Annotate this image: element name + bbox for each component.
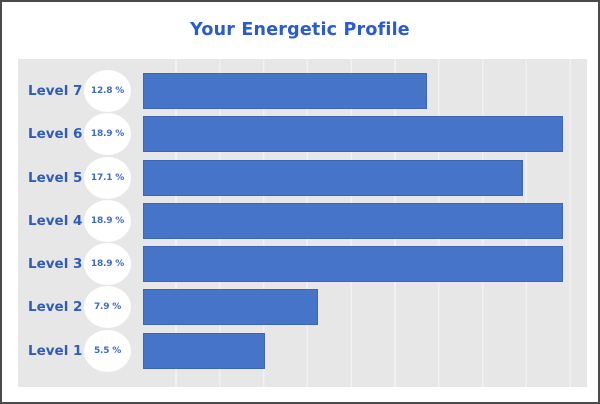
percent-badge: 5.5 %: [84, 329, 131, 372]
bar: [143, 159, 523, 196]
percent-badge: 12.8 %: [84, 70, 131, 112]
bar-row: Level 2 7.9 %: [18, 286, 587, 329]
percent-badge: 18.9 %: [84, 199, 131, 242]
bar: [143, 289, 319, 326]
percent-badge: 18.9 %: [84, 113, 131, 156]
percent-value: 18.9 %: [90, 129, 125, 140]
bar-track: [143, 73, 587, 109]
percent-value: 12.8 %: [90, 86, 125, 96]
category-label: Level 5: [28, 169, 83, 186]
bar-row: Level 1 5.5 %: [18, 329, 587, 372]
percent-badge: 7.9 %: [84, 286, 131, 329]
bar-track: [143, 289, 587, 326]
bar-row: Level 4 18.9 %: [18, 199, 587, 242]
category-label: Level 4: [28, 212, 83, 229]
category-label: Level 2: [28, 299, 83, 316]
chart-title: Your Energetic Profile: [190, 20, 410, 40]
bar-row: Level 7 12.8 %: [18, 70, 587, 112]
percent-badge: 17.1 %: [84, 156, 131, 199]
category-label: Level 6: [28, 126, 83, 143]
bar-rows: Level 7 12.8 % Level 6 18.9 % Level 5 17…: [18, 59, 587, 387]
bar: [143, 332, 266, 369]
bar-row: Level 5 17.1 %: [18, 156, 587, 199]
bar: [143, 116, 563, 153]
percent-value: 18.9 %: [90, 259, 125, 270]
bar: [143, 202, 563, 239]
category-label: Level 7: [28, 83, 83, 99]
percent-value: 18.9 %: [90, 215, 125, 226]
percent-value: 17.1 %: [90, 172, 125, 183]
category-label: Level 1: [28, 342, 83, 359]
percent-value: 5.5 %: [93, 345, 122, 356]
percent-value: 7.9 %: [93, 302, 122, 313]
bar: [143, 246, 563, 283]
plot-panel: Level 7 12.8 % Level 6 18.9 % Level 5 17…: [18, 59, 587, 387]
bar-row: Level 6 18.9 %: [18, 113, 587, 156]
bar-track: [143, 159, 587, 196]
bar-track: [143, 246, 587, 283]
bar: [143, 73, 428, 109]
bar-track: [143, 332, 587, 369]
percent-badge: 18.9 %: [84, 243, 131, 286]
bar-row: Level 3 18.9 %: [18, 243, 587, 286]
bar-track: [143, 116, 587, 153]
bar-track: [143, 202, 587, 239]
category-label: Level 3: [28, 256, 83, 273]
